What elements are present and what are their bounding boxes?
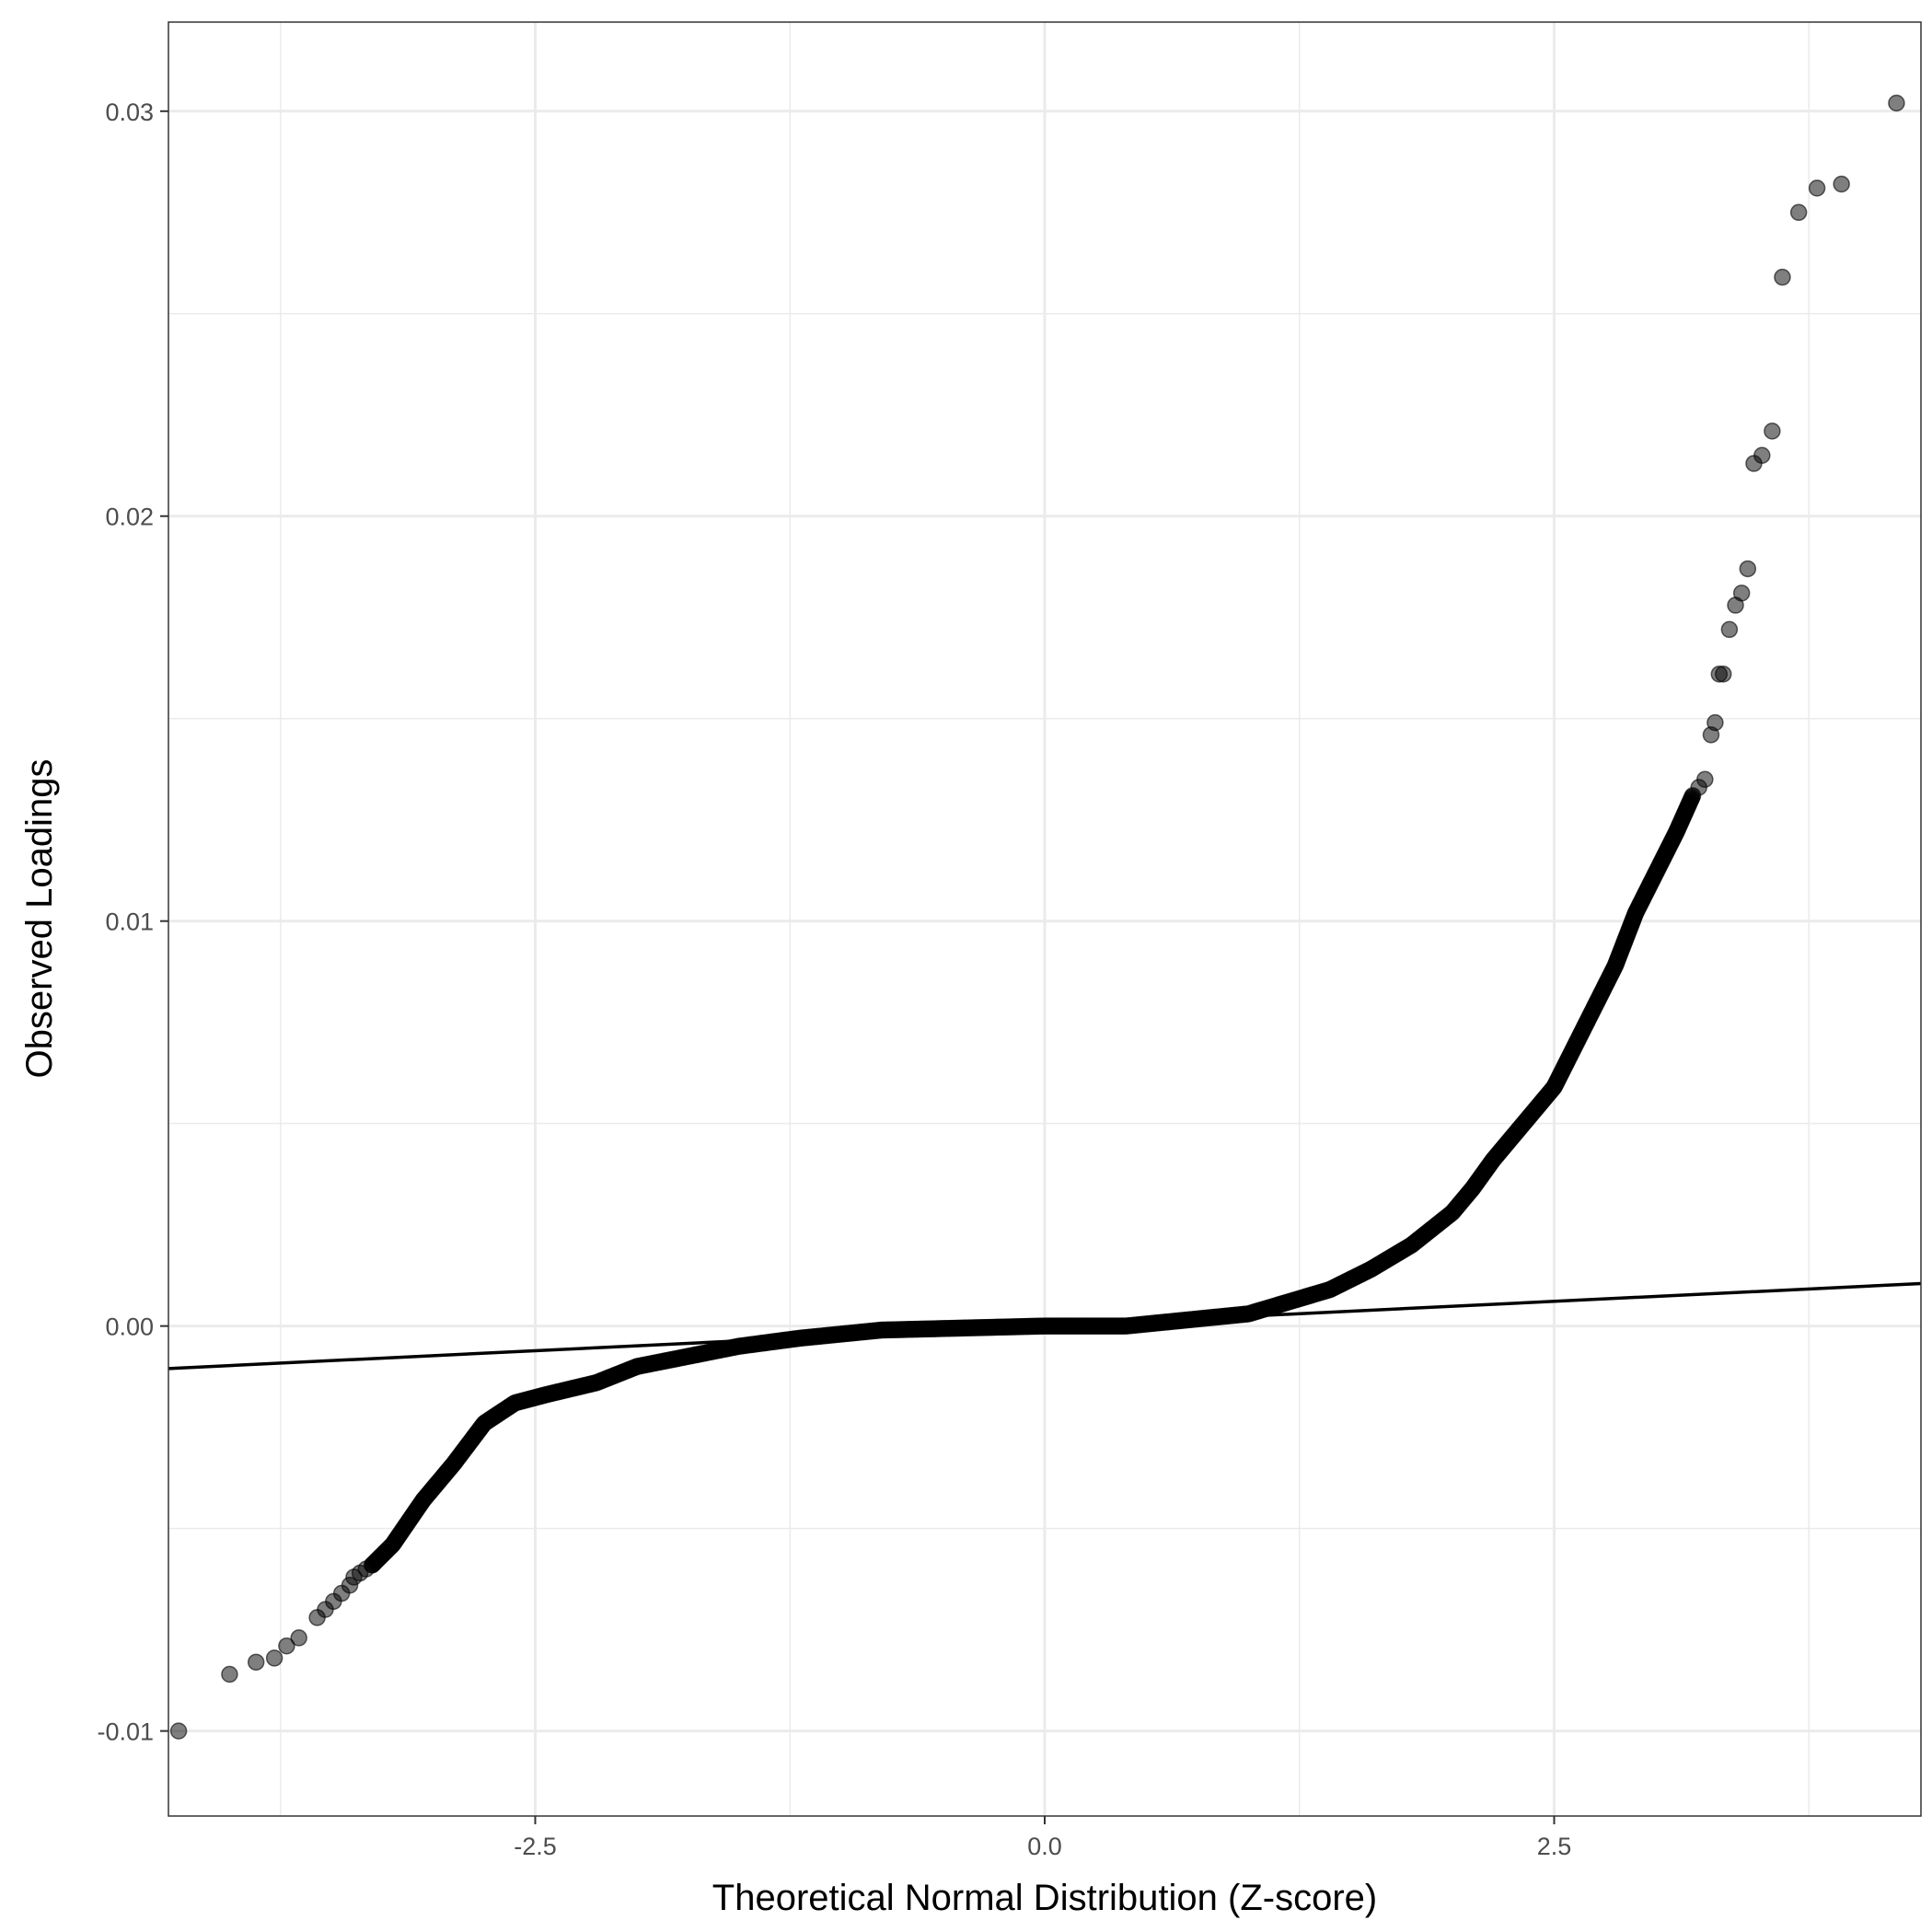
y-axis-ticks: -0.01 0.00 0.01 0.02 0.03: [97, 98, 168, 1746]
data-point: [1696, 770, 1714, 788]
y-tick-label: 0.01: [105, 908, 154, 936]
data-point: [1720, 620, 1739, 639]
data-point: [247, 1653, 265, 1672]
data-point: [1764, 422, 1781, 440]
data-point: [1753, 446, 1771, 465]
data-point: [1714, 665, 1732, 683]
data-point: [1833, 175, 1850, 193]
data-point: [1739, 560, 1757, 578]
data-point: [1706, 713, 1724, 732]
x-axis-ticks: -2.5 0.0 2.5: [514, 1816, 1571, 1860]
x-axis-title: Theoretical Normal Distribution (Z-score…: [712, 1878, 1377, 1918]
y-tick-label: -0.01: [97, 1718, 154, 1746]
data-point: [1888, 94, 1905, 112]
data-point: [169, 1722, 188, 1740]
y-tick-label: 0.02: [105, 503, 154, 531]
data-point: [265, 1649, 283, 1667]
data-points: [169, 94, 1905, 1740]
x-tick-label: 0.0: [1027, 1833, 1062, 1860]
major-gridlines: [168, 22, 1921, 1816]
x-tick-label: -2.5: [514, 1833, 557, 1860]
y-tick-label: 0.00: [105, 1313, 154, 1341]
data-point: [1789, 203, 1808, 222]
data-point: [1808, 179, 1826, 197]
data-point: [221, 1665, 238, 1683]
data-point: [1774, 268, 1791, 286]
y-tick-label: 0.03: [105, 98, 154, 126]
data-point: [364, 1556, 381, 1574]
x-tick-label: 2.5: [1537, 1833, 1572, 1860]
data-point: [278, 1637, 295, 1655]
data-point: [1732, 584, 1751, 602]
data-point: [290, 1629, 307, 1647]
y-axis-title: Observed Loadings: [19, 759, 60, 1079]
